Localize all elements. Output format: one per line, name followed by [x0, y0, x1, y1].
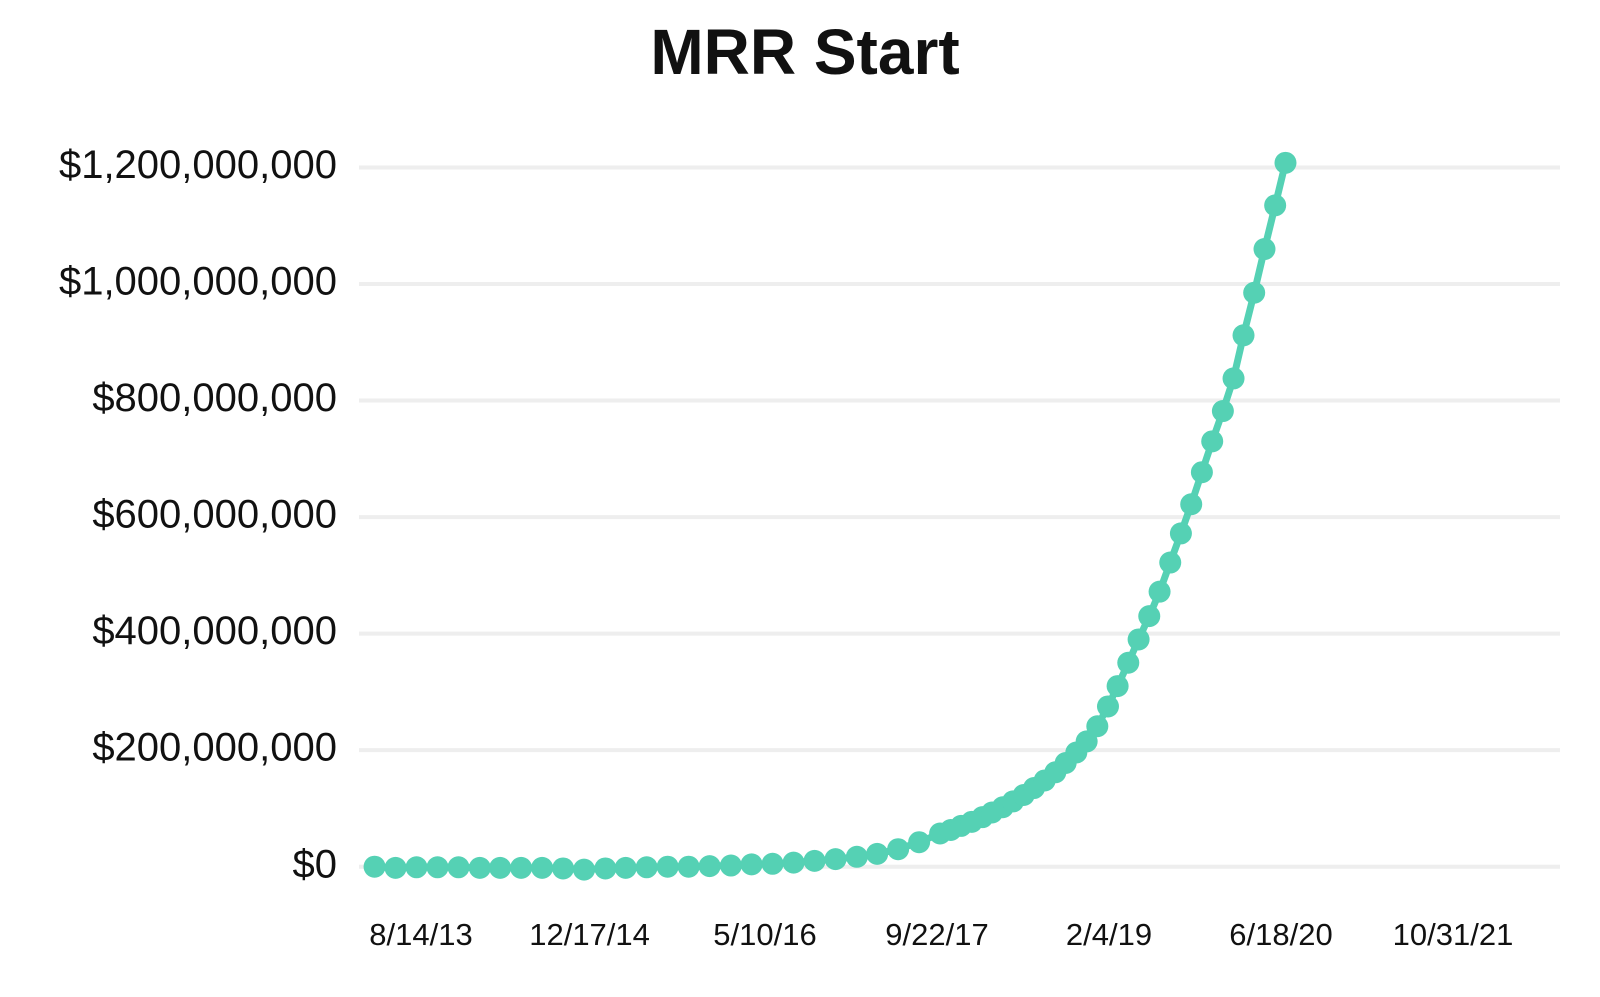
point — [887, 838, 910, 861]
series — [363, 151, 1297, 881]
y-tick-label: $1,000,000,000 — [59, 260, 337, 304]
point — [1148, 580, 1171, 603]
point — [1243, 281, 1266, 304]
x-tick-label: 12/17/14 — [529, 917, 650, 952]
point — [1253, 238, 1276, 261]
y-tick-label: $600,000,000 — [92, 493, 337, 537]
point — [656, 855, 679, 878]
point — [908, 831, 931, 854]
x-tick-label: 2/4/19 — [1066, 917, 1152, 952]
point — [1138, 605, 1161, 628]
point — [1096, 695, 1119, 718]
point — [1086, 715, 1109, 738]
point — [782, 851, 805, 874]
x-tick-label: 9/22/17 — [885, 917, 988, 952]
y-tick-label: $400,000,000 — [92, 609, 337, 653]
point — [1169, 522, 1192, 545]
point — [447, 856, 470, 879]
x-tick-label: 5/10/16 — [713, 917, 816, 952]
point — [1127, 628, 1150, 651]
point — [1180, 493, 1203, 516]
point — [573, 858, 596, 881]
y-tick-label: $0 — [293, 842, 338, 886]
point — [719, 854, 742, 877]
point — [740, 853, 763, 876]
y-tick-label: $1,200,000,000 — [59, 143, 337, 187]
point — [1106, 675, 1129, 698]
point — [614, 856, 637, 879]
point — [363, 855, 386, 878]
point — [1232, 324, 1255, 347]
point — [594, 857, 617, 880]
x-tick-label: 6/18/20 — [1229, 917, 1332, 952]
point — [489, 856, 512, 879]
x-tick-label: 8/14/13 — [369, 917, 472, 952]
point — [1159, 551, 1182, 574]
point — [824, 848, 847, 871]
point — [1222, 367, 1245, 390]
point — [384, 856, 407, 879]
point — [803, 849, 826, 872]
point — [1117, 651, 1140, 674]
x-tick-label: 10/31/21 — [1393, 917, 1514, 952]
point — [845, 845, 868, 868]
chart-title: MRR Start — [650, 16, 959, 88]
point — [1211, 400, 1234, 423]
point — [531, 856, 554, 879]
y-tick-label: $800,000,000 — [92, 376, 337, 420]
point — [698, 855, 721, 878]
point — [635, 856, 658, 879]
point — [552, 857, 575, 880]
point — [468, 856, 491, 879]
point — [761, 852, 784, 875]
point — [426, 856, 449, 879]
point — [1274, 151, 1297, 174]
point — [866, 842, 889, 865]
point — [1264, 194, 1287, 217]
y-tick-label: $200,000,000 — [92, 726, 337, 770]
point — [677, 855, 700, 878]
point — [510, 856, 533, 879]
point — [405, 856, 428, 879]
point — [1201, 430, 1224, 453]
point — [1190, 461, 1213, 484]
